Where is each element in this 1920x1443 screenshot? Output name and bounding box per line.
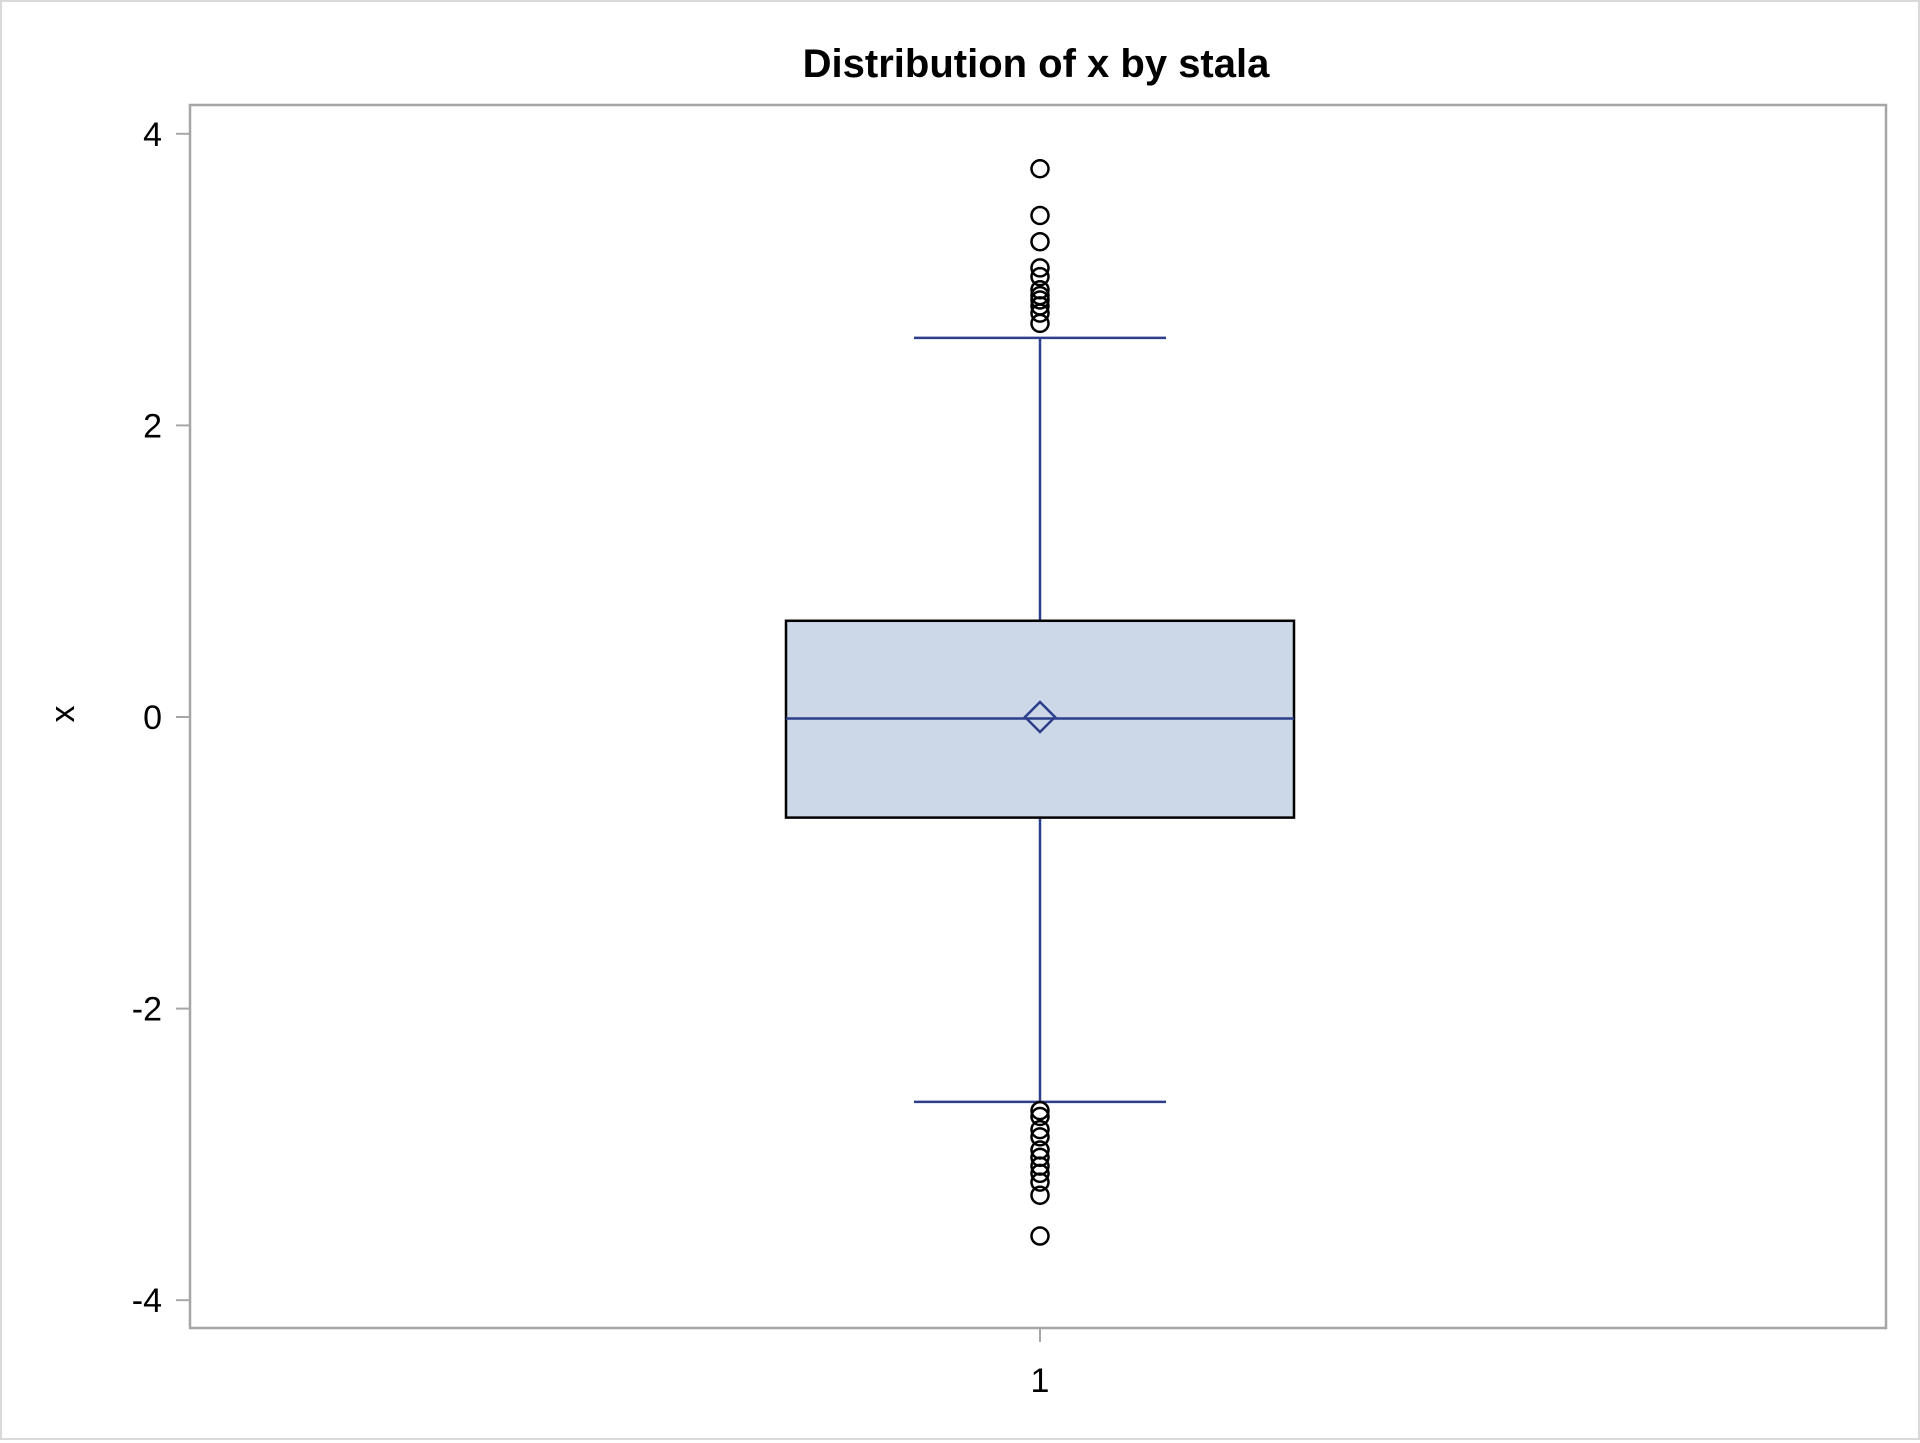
y-tick-label: 0	[143, 699, 162, 737]
plot-area: -4 -2 0 2 4 1	[132, 103, 1888, 1400]
y-tick-label: -4	[132, 1282, 162, 1320]
outlier-point	[1030, 1163, 1050, 1184]
outlier-point	[1030, 280, 1050, 300]
outlier-point	[1030, 205, 1050, 226]
chart-title: Distribution of x by stala	[803, 42, 1270, 86]
x-tick-label: 1	[1031, 1362, 1050, 1400]
y-axis-label: x	[44, 706, 82, 723]
y-tick-label: -2	[132, 991, 162, 1029]
outlier-point	[1030, 1100, 1050, 1121]
y-tick-label: 4	[143, 116, 162, 154]
outlier-point	[1030, 258, 1050, 278]
outlier-point	[1030, 1185, 1050, 1205]
outlier-point	[1030, 1119, 1050, 1140]
outlier-point	[1030, 1127, 1050, 1147]
mean-marker	[1023, 700, 1057, 734]
outlier-point	[1030, 231, 1050, 252]
outlier-point	[1030, 1106, 1050, 1127]
outlier-point	[1030, 285, 1050, 306]
outlier-point	[1030, 266, 1050, 287]
outlier-point	[1030, 1172, 1050, 1192]
outlier-point	[1030, 1226, 1050, 1246]
y-tick-label: 2	[143, 407, 162, 445]
outlier-point	[1030, 159, 1050, 179]
